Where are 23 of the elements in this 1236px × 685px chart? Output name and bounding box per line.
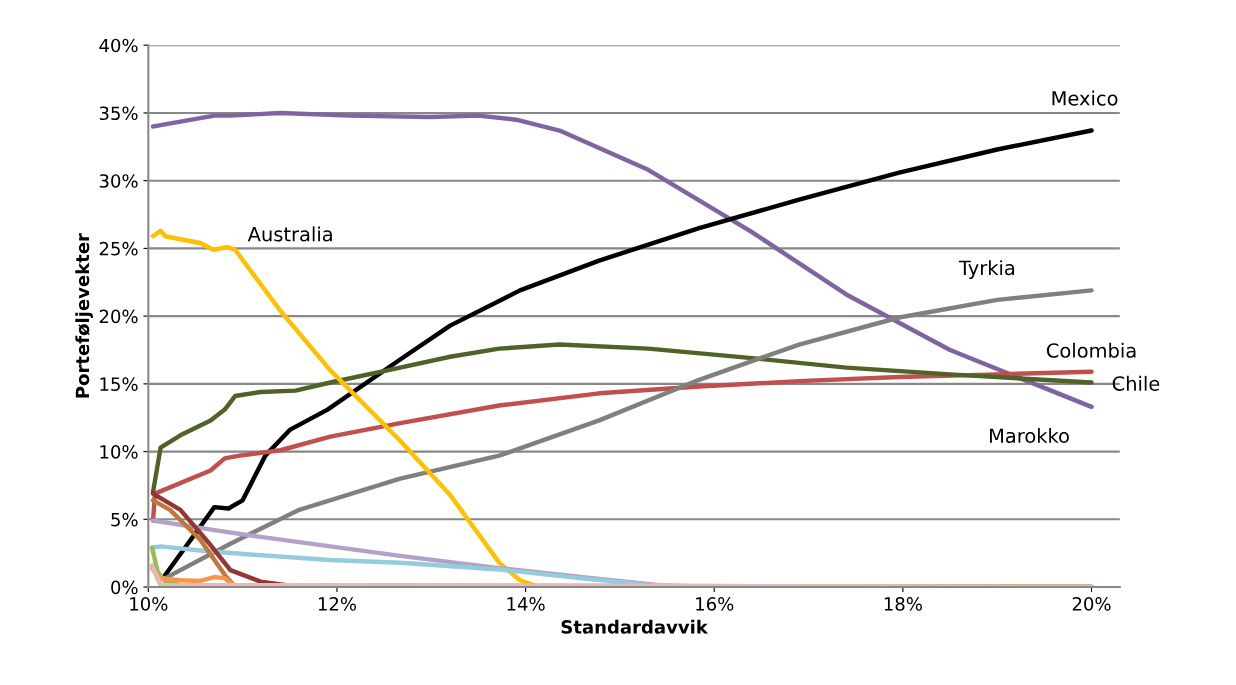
y-axis-title: Porteføljevekter bbox=[75, 233, 93, 398]
series-label: Marokko bbox=[990, 428, 1069, 444]
x-tick-label: 12% bbox=[318, 597, 357, 611]
y-tick-label: 5% bbox=[111, 512, 138, 527]
x-tick-label: 16% bbox=[696, 597, 734, 611]
y-tick-label: 0% bbox=[111, 580, 138, 595]
y-tick-label: 35% bbox=[99, 106, 138, 121]
series-label: Tyrkia bbox=[958, 260, 1015, 279]
x-tick-label: 18% bbox=[884, 597, 922, 611]
series-label: Chile bbox=[1112, 375, 1160, 391]
y-tick-label: 40% bbox=[99, 38, 138, 53]
series-label: Colombia bbox=[1046, 342, 1136, 358]
y-tick-label: 10% bbox=[100, 445, 138, 459]
y-tick-label: 15% bbox=[100, 377, 138, 391]
x-axis-title: Standardavvik bbox=[561, 619, 709, 634]
x-tick-label: 20% bbox=[1072, 597, 1111, 611]
y-tick-label: 30% bbox=[99, 174, 138, 188]
y-tick-label: 20% bbox=[99, 309, 138, 324]
series-label: Australia bbox=[247, 226, 332, 242]
series-label: Mexico bbox=[1052, 90, 1118, 106]
y-tick-label: 25% bbox=[99, 241, 138, 256]
x-tick-label: 14% bbox=[507, 597, 545, 611]
x-tick-label: 10% bbox=[130, 597, 168, 611]
